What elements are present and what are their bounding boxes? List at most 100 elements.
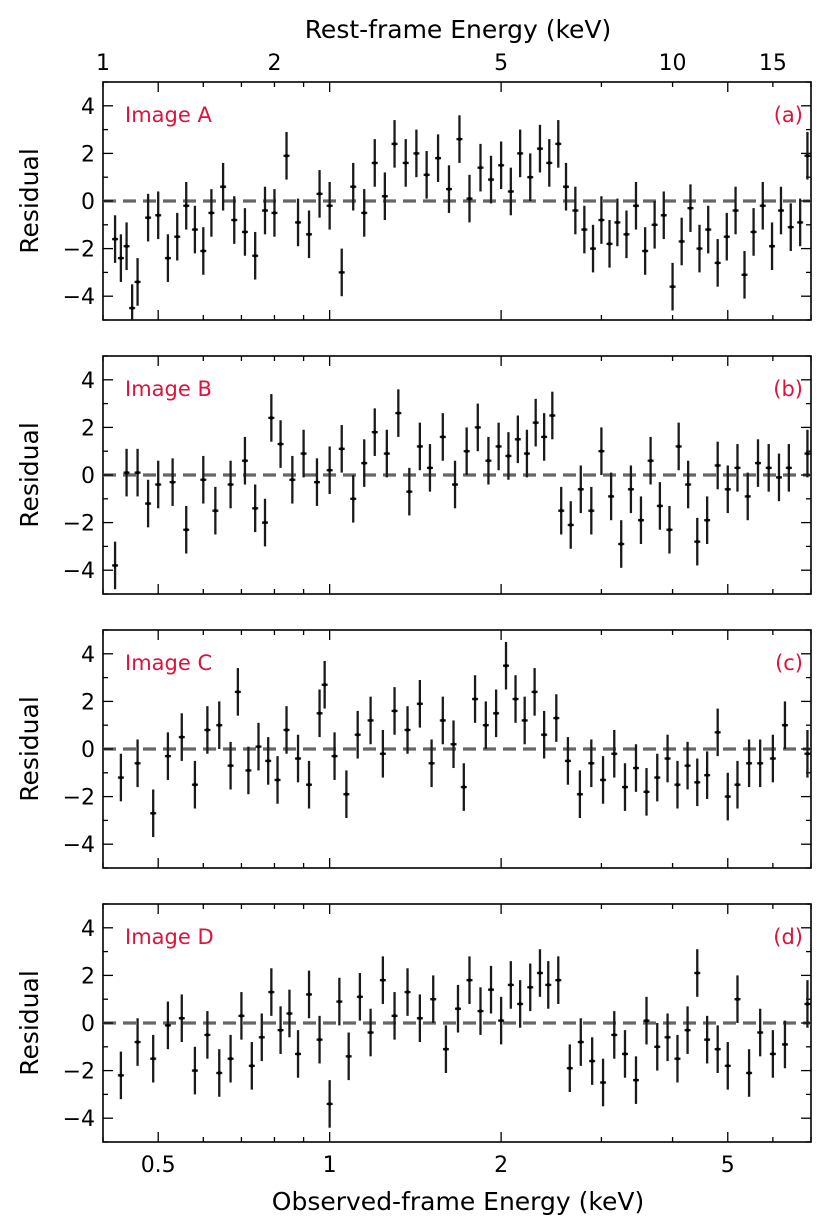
data-point [489, 987, 493, 992]
data-point [478, 165, 483, 170]
data-point [639, 518, 643, 523]
data-point [528, 985, 533, 990]
data-point [798, 220, 802, 225]
data-point [441, 718, 445, 723]
data-point [525, 451, 529, 456]
data-points [112, 389, 811, 590]
data-point [661, 213, 666, 218]
data-point [499, 163, 503, 168]
data-point [601, 778, 605, 782]
y-tick-label: 0 [81, 464, 95, 489]
data-point [119, 256, 123, 260]
data-point [358, 995, 362, 999]
data-point [307, 782, 311, 787]
data-point [652, 223, 657, 227]
data-point [467, 196, 472, 201]
y-tick-label: −4 [63, 559, 95, 584]
data-point [706, 227, 711, 232]
data-point [269, 990, 274, 994]
data-point [805, 1002, 810, 1006]
data-point [771, 756, 775, 761]
data-point [516, 437, 520, 442]
data-point [675, 782, 680, 787]
panel-c: 4 2 0 −2 −4 Residual Image C (c) [15, 629, 812, 869]
data-point [362, 461, 367, 465]
data-point [431, 997, 436, 1001]
data-point [296, 220, 300, 225]
bottom-axis-title: Observed-frame Energy (keV) [272, 1187, 644, 1216]
y-tick-label: −2 [63, 1060, 95, 1085]
data-point [464, 449, 469, 454]
data-point [788, 225, 793, 229]
data-point [499, 1018, 503, 1023]
data-point [269, 416, 274, 420]
data-point [484, 723, 488, 727]
data-point [724, 234, 729, 239]
data-point [250, 1064, 254, 1068]
data-point [760, 203, 765, 208]
data-point [339, 270, 344, 275]
data-point [119, 775, 123, 780]
data-point [263, 520, 267, 525]
data-point [228, 1056, 233, 1061]
data-point [462, 785, 466, 789]
data-point [232, 218, 237, 222]
data-point [556, 978, 561, 982]
data-point [193, 782, 197, 787]
data-point [396, 411, 401, 415]
data-point [193, 1068, 197, 1073]
panel-tag-label: (c) [775, 651, 803, 675]
data-point [619, 542, 624, 546]
y-tick-label: 0 [81, 738, 95, 763]
y-axis-title: Residual [15, 696, 44, 802]
data-point [372, 161, 377, 165]
data-point [166, 256, 170, 260]
data-point [473, 697, 477, 701]
data-point [467, 978, 472, 982]
data-point [113, 237, 117, 241]
data-point [747, 761, 751, 766]
data-point [213, 508, 218, 513]
data-point [146, 215, 150, 220]
data-point [372, 430, 377, 434]
data-point [351, 497, 356, 501]
data-point [624, 232, 629, 237]
data-point [567, 1066, 572, 1071]
data-point [578, 792, 582, 797]
y-tick-label: 0 [81, 190, 95, 215]
data-point [184, 203, 189, 208]
bottom-tick-label: 2 [494, 1153, 508, 1178]
data-point [590, 1059, 594, 1063]
data-point [665, 1035, 670, 1040]
y-tick-label: −2 [63, 238, 95, 263]
data-point [494, 711, 498, 716]
y-tick-label: −2 [63, 786, 95, 811]
data-point [307, 992, 311, 997]
data-point [612, 751, 617, 756]
data-point [332, 754, 337, 758]
data-point [742, 272, 747, 277]
data-point [648, 458, 653, 463]
data-point [542, 732, 546, 737]
data-point [146, 501, 150, 506]
data-point [166, 1023, 170, 1028]
data-point [392, 1014, 397, 1018]
data-point [564, 184, 568, 189]
data-point [253, 253, 257, 258]
data-point [591, 246, 595, 251]
data-point [414, 151, 419, 156]
data-point [676, 444, 681, 449]
data-point [444, 1047, 448, 1051]
data-point [735, 782, 740, 787]
data-point [715, 463, 720, 468]
data-point [403, 161, 408, 165]
data-point [113, 563, 117, 568]
panel-tag-label: (d) [773, 925, 803, 949]
data-point [217, 1071, 222, 1075]
data-point [532, 690, 537, 694]
data-point [327, 468, 332, 473]
data-point [568, 523, 573, 527]
data-point [725, 487, 730, 492]
data-point [566, 759, 570, 763]
y-tick-label: 2 [81, 964, 95, 989]
